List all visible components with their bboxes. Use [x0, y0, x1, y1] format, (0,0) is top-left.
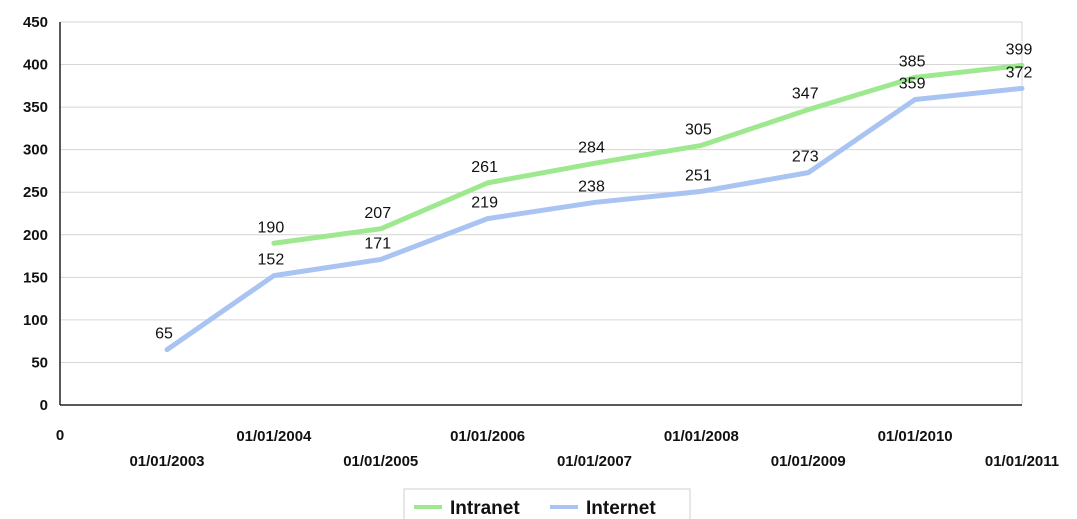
- gridlines: [60, 21, 1023, 405]
- data-label-intranet: 207: [364, 205, 391, 222]
- y-tick-label: 100: [23, 312, 48, 329]
- data-label-intranet: 399: [1006, 41, 1033, 58]
- data-labels: 190 207 261 284 305 347 385 399 65 152 171 219 238 25…: [155, 41, 1032, 342]
- data-label-intranet: 261: [471, 159, 498, 176]
- data-label-internet: 152: [258, 252, 285, 269]
- y-tick-label: 250: [23, 184, 48, 201]
- data-label-intranet: 190: [258, 219, 285, 236]
- y-tick-label: 200: [23, 227, 48, 244]
- y-tick-label: 0: [40, 397, 48, 414]
- x-origin-label: 0: [56, 427, 64, 444]
- data-label-internet: 219: [471, 195, 498, 212]
- x-tick-label: 01/01/2011: [985, 453, 1059, 470]
- x-tick-label: 01/01/2003: [129, 453, 204, 470]
- x-tick-label: 01/01/2004: [236, 428, 312, 445]
- data-label-internet: 372: [1006, 64, 1033, 81]
- x-tick-label: 01/01/2009: [771, 453, 846, 470]
- data-label-intranet: 305: [685, 121, 712, 138]
- x-tick-label: 01/01/2010: [878, 428, 953, 445]
- data-label-internet: 65: [155, 326, 173, 343]
- series-lines: [164, 62, 1025, 353]
- y-tick-label: 50: [31, 354, 48, 371]
- data-label-intranet: 284: [578, 139, 605, 156]
- y-tick-label: 400: [23, 57, 48, 74]
- series-line-intranet: [271, 62, 1025, 246]
- legend: Intranet Internet: [403, 488, 691, 519]
- legend-label-internet: Internet: [586, 498, 656, 519]
- y-tick-label: 150: [23, 269, 48, 286]
- y-tick-labels: 0 50 100 150 200 250 300 350 400 450: [23, 14, 48, 414]
- data-label-internet: 171: [364, 235, 391, 252]
- x-tick-label: 01/01/2008: [664, 428, 739, 445]
- legend-label-intranet: Intranet: [450, 498, 520, 519]
- x-tick-label: 01/01/2005: [343, 453, 418, 470]
- data-label-internet: 359: [899, 75, 926, 92]
- axes: [59, 22, 1022, 406]
- data-label-intranet: 347: [792, 86, 819, 103]
- data-label-intranet: 385: [899, 53, 926, 70]
- y-tick-label: 300: [23, 142, 48, 159]
- data-label-internet: 251: [685, 167, 712, 184]
- x-tick-labels: 0 01/01/2003 01/01/2004 01/01/2005 01/01/20…: [56, 427, 1059, 470]
- y-tick-label: 350: [23, 99, 48, 116]
- data-label-internet: 238: [578, 178, 605, 195]
- legend-box: [403, 488, 691, 519]
- data-label-internet: 273: [792, 149, 819, 166]
- y-tick-label: 450: [23, 14, 48, 31]
- series-line-internet: [164, 85, 1025, 353]
- x-tick-label: 01/01/2007: [557, 453, 632, 470]
- x-tick-label: 01/01/2006: [450, 428, 525, 445]
